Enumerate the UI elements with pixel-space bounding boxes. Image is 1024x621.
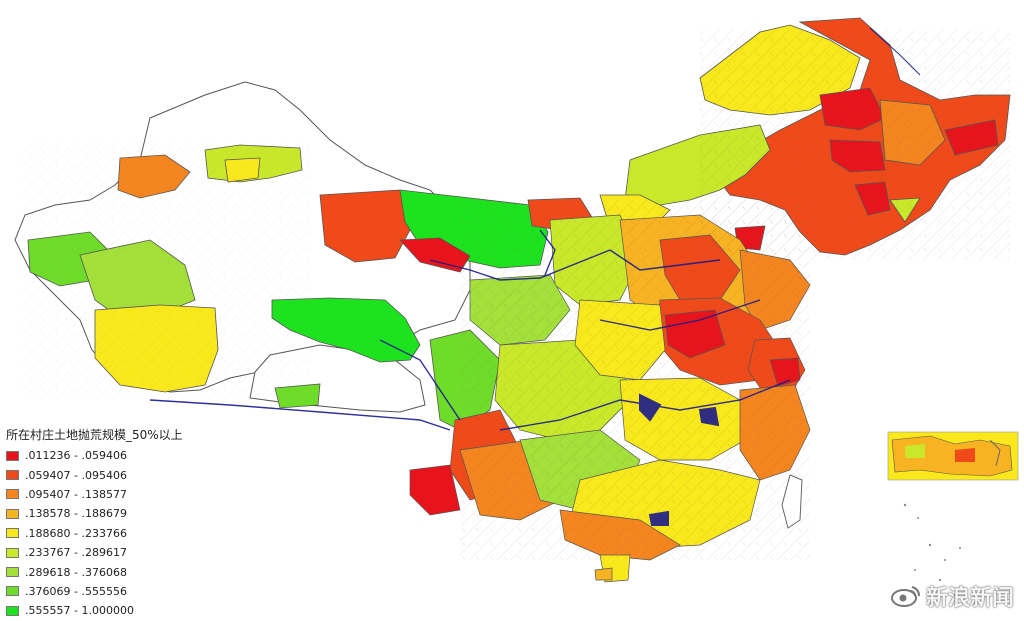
legend-item: .188680 - .233766 [6,524,183,543]
legend-swatch [6,567,19,578]
rivers [149,27,921,526]
legend-swatch [6,547,19,558]
legend-label: .289618 - .376068 [25,565,127,579]
taiwan-island [781,474,803,529]
legend-label: .188680 - .233766 [25,526,127,540]
legend-label: .555557 - 1.000000 [25,604,134,618]
south-china-sea-inset [887,431,1019,596]
legend-swatch [6,528,19,539]
legend-swatch [6,605,19,616]
weibo-eye-icon [890,586,920,607]
legend-label: .376069 - .555556 [25,584,127,598]
legend-item: .059407 - .095406 [6,465,183,484]
legend-label: .233767 - .289617 [25,546,127,560]
legend-swatch [6,470,19,481]
map-legend: 所在村庄土地抛荒规模_50%以上 .011236 - .059406 .05940… [6,426,183,621]
watermark: 新浪新闻 [890,580,1014,612]
legend-label: .011236 - .059406 [25,449,127,463]
legend-item: .376069 - .555556 [6,582,183,601]
legend-label: .095407 - .138577 [25,487,127,501]
legend-label: .059407 - .095406 [25,468,127,482]
legend-item: .095407 - .138577 [6,485,183,504]
legend-label: .138578 - .188679 [25,507,127,521]
county-boundaries [20,30,1010,560]
legend-swatch [6,489,19,500]
legend-swatch [6,450,19,461]
legend-swatch [6,586,19,597]
legend-item: .555557 - 1.000000 [6,601,183,620]
legend-title: 所在村庄土地抛荒规模_50%以上 [6,428,183,442]
legend-item: .138578 - .188679 [6,504,183,523]
legend-swatch [6,508,19,519]
legend-item: .011236 - .059406 [6,446,183,465]
legend-item: .233767 - .289617 [6,543,183,562]
legend-items: .011236 - .059406 .059407 - .095406 .09540… [6,446,183,621]
legend-item: .289618 - .376068 [6,562,183,581]
watermark-text: 新浪新闻 [925,586,1014,611]
